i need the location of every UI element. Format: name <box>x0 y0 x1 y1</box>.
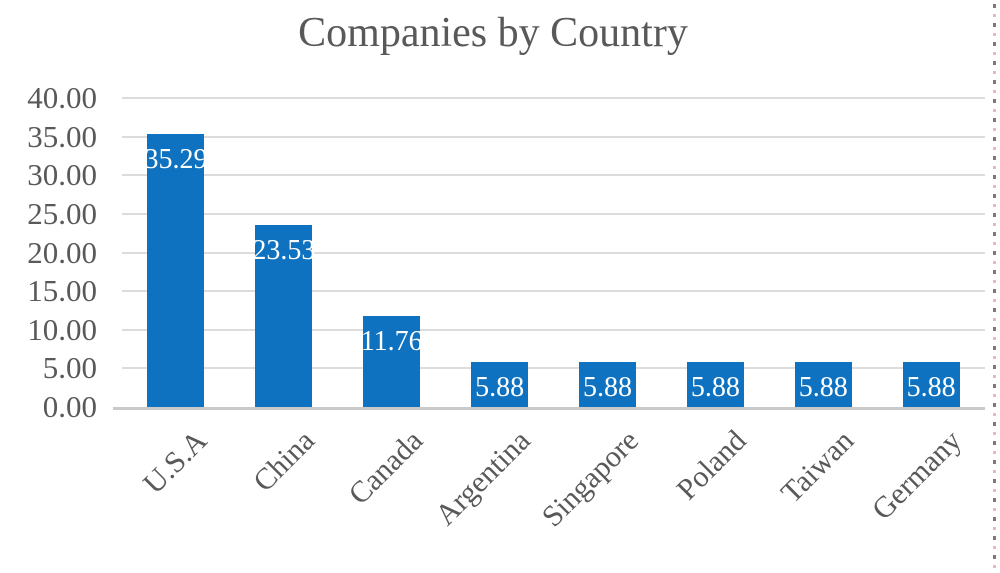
y-axis-tick-label: 0.00 <box>42 389 97 424</box>
y-axis-tick-label: 10.00 <box>27 311 97 347</box>
y-axis-tick-label: 20.00 <box>27 234 97 270</box>
chart-title: Companies by Country <box>298 10 688 56</box>
bar-value-label: 5.88 <box>582 371 632 403</box>
bar-value-label: 5.88 <box>798 371 848 403</box>
bar-singapore <box>578 361 636 407</box>
x-axis-category-label: Singapore <box>535 424 645 534</box>
bar-value-label: 23.53 <box>252 235 316 267</box>
bar-canada <box>363 316 421 407</box>
bar-value-label: 5.88 <box>690 371 740 403</box>
x-axis-category-label: Poland <box>670 424 753 507</box>
y-axis-tick-label: 35.00 <box>27 118 97 154</box>
x-axis-category-label: China <box>247 424 322 499</box>
gridline <box>122 212 985 215</box>
bar-value-label: 5.88 <box>475 371 525 403</box>
bar-usa <box>147 134 205 407</box>
gridline <box>122 290 985 293</box>
x-axis-line <box>113 407 985 410</box>
bar-china <box>255 225 313 407</box>
y-axis-tick-label: 30.00 <box>27 157 97 193</box>
bar-poland <box>686 361 744 407</box>
x-axis-category-label: Argentina <box>429 424 537 532</box>
gridline <box>122 328 985 331</box>
y-axis-tick-label: 40.00 <box>27 80 97 115</box>
bar-value-label: 11.76 <box>360 326 423 358</box>
bar-value-label: 5.88 <box>906 371 956 403</box>
bar-argentina <box>471 361 529 407</box>
bar-germany <box>902 361 960 407</box>
selection-dashed-border <box>993 4 996 573</box>
x-axis-category-label: Canada <box>342 424 430 511</box>
x-axis-category-label: U.S.A <box>136 424 214 501</box>
gridline <box>122 97 985 99</box>
bar-value-label: 35.29 <box>144 144 208 176</box>
gridline <box>122 367 985 370</box>
gridline <box>122 135 985 138</box>
y-axis-tick-label: 15.00 <box>27 273 97 309</box>
y-axis-tick-label: 5.00 <box>42 350 97 386</box>
x-axis-category-label: Germany <box>866 424 969 527</box>
gridline <box>122 174 985 177</box>
x-axis-category-label: Taiwan <box>775 424 861 510</box>
bar-taiwan <box>794 361 852 407</box>
y-axis-tick-label: 25.00 <box>27 195 97 231</box>
gridline <box>122 251 985 254</box>
